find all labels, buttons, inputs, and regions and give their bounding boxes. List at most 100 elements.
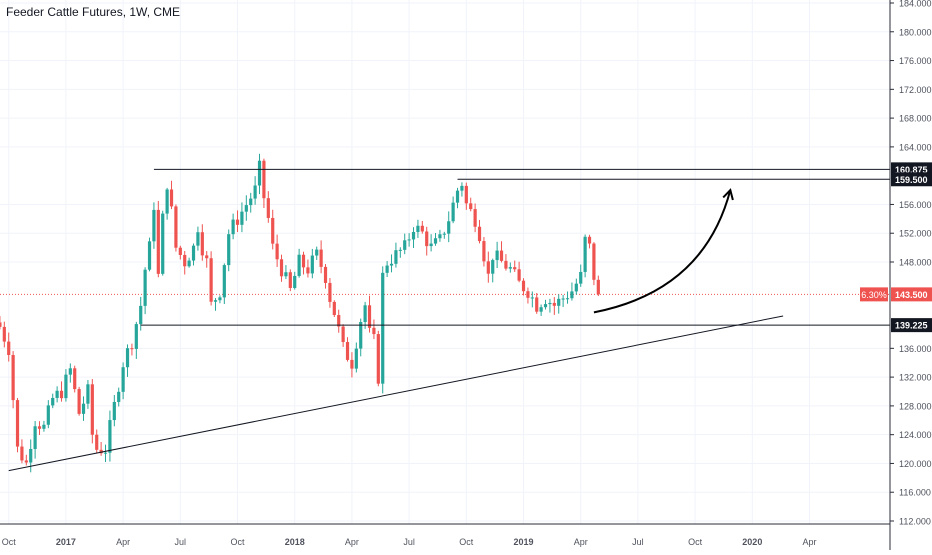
candle-body[interactable] xyxy=(482,241,486,262)
candle[interactable] xyxy=(262,158,266,209)
candle-body[interactable] xyxy=(51,397,55,406)
candle-body[interactable] xyxy=(288,272,292,288)
candle-body[interactable] xyxy=(73,368,77,390)
candle-body[interactable] xyxy=(218,297,222,301)
candle-body[interactable] xyxy=(328,282,332,302)
candle[interactable] xyxy=(169,180,174,210)
candle-body[interactable] xyxy=(394,250,398,264)
candle[interactable] xyxy=(469,197,473,212)
candle-body[interactable] xyxy=(451,202,455,222)
candle-body[interactable] xyxy=(222,265,226,298)
candle[interactable] xyxy=(156,200,160,278)
candle-body[interactable] xyxy=(438,234,442,239)
candle-body[interactable] xyxy=(81,403,86,414)
candle-body[interactable] xyxy=(535,297,539,312)
candle-body[interactable] xyxy=(262,160,266,199)
candle[interactable] xyxy=(11,351,15,409)
candle-body[interactable] xyxy=(209,258,213,302)
candle-body[interactable] xyxy=(579,271,583,284)
candle-body[interactable] xyxy=(68,368,72,375)
candle[interactable] xyxy=(235,210,240,232)
candle-body[interactable] xyxy=(367,305,372,328)
candle[interactable] xyxy=(477,219,482,244)
candle-body[interactable] xyxy=(130,348,134,350)
candle-body[interactable] xyxy=(213,300,218,302)
candle[interactable] xyxy=(508,262,512,273)
candle-body[interactable] xyxy=(46,405,50,425)
candle-body[interactable] xyxy=(90,384,94,435)
candle[interactable] xyxy=(253,176,257,205)
candle-body[interactable] xyxy=(332,301,336,316)
candle-body[interactable] xyxy=(15,400,20,447)
candle[interactable] xyxy=(367,295,372,333)
candle-body[interactable] xyxy=(319,249,323,267)
trendline[interactable] xyxy=(8,315,784,472)
candle[interactable] xyxy=(359,318,363,357)
candle[interactable] xyxy=(583,234,587,278)
candle-body[interactable] xyxy=(99,449,103,454)
candle-body[interactable] xyxy=(134,324,138,349)
candle-body[interactable] xyxy=(486,261,490,274)
candle[interactable] xyxy=(191,243,196,266)
candle[interactable] xyxy=(486,251,490,283)
candle[interactable] xyxy=(51,393,55,409)
candle[interactable] xyxy=(381,266,385,394)
candle-body[interactable] xyxy=(187,260,191,267)
candle-body[interactable] xyxy=(191,245,196,261)
candle-body[interactable] xyxy=(455,190,460,203)
candle-body[interactable] xyxy=(11,355,15,401)
candle-body[interactable] xyxy=(0,322,2,327)
candle[interactable] xyxy=(288,269,292,292)
candle[interactable] xyxy=(165,187,169,220)
candle[interactable] xyxy=(442,231,446,239)
candle-body[interactable] xyxy=(108,420,112,453)
candle-body[interactable] xyxy=(293,275,297,288)
candle-body[interactable] xyxy=(491,260,495,274)
candle-body[interactable] xyxy=(398,249,402,251)
candle-body[interactable] xyxy=(416,225,420,232)
candle[interactable] xyxy=(178,245,182,260)
candle[interactable] xyxy=(64,369,68,402)
candle-body[interactable] xyxy=(447,221,451,234)
candle[interactable] xyxy=(548,298,552,313)
candle-body[interactable] xyxy=(178,247,182,255)
candle-body[interactable] xyxy=(407,239,411,241)
candle[interactable] xyxy=(495,241,499,268)
candle-body[interactable] xyxy=(442,233,446,235)
candle[interactable] xyxy=(455,187,460,209)
candle-body[interactable] xyxy=(587,236,592,244)
candle[interactable] xyxy=(161,210,165,276)
candle[interactable] xyxy=(425,226,429,256)
candle[interactable] xyxy=(249,192,253,213)
candle-body[interactable] xyxy=(565,298,570,300)
candle-body[interactable] xyxy=(429,243,433,247)
candle[interactable] xyxy=(240,202,244,233)
candle-body[interactable] xyxy=(548,302,552,305)
candle-body[interactable] xyxy=(77,389,81,414)
candle[interactable] xyxy=(530,291,534,308)
candle[interactable] xyxy=(103,444,108,463)
candle-body[interactable] xyxy=(152,209,156,242)
candle[interactable] xyxy=(579,264,583,287)
candle-body[interactable] xyxy=(95,434,99,450)
candle-body[interactable] xyxy=(2,326,6,342)
candle[interactable] xyxy=(134,321,138,359)
candle[interactable] xyxy=(332,300,336,318)
candle[interactable] xyxy=(451,196,455,224)
candle[interactable] xyxy=(416,219,420,238)
candle-body[interactable] xyxy=(301,254,306,268)
forecast-arrow[interactable] xyxy=(593,189,732,314)
candle-body[interactable] xyxy=(315,249,319,256)
candle[interactable] xyxy=(7,332,11,362)
candle[interactable] xyxy=(473,203,477,233)
candle[interactable] xyxy=(68,363,72,383)
candle-body[interactable] xyxy=(174,206,178,248)
candle[interactable] xyxy=(403,233,407,255)
candle-body[interactable] xyxy=(389,263,394,266)
candle[interactable] xyxy=(284,265,288,280)
candle[interactable] xyxy=(130,343,134,356)
candle[interactable] xyxy=(592,242,596,286)
candle[interactable] xyxy=(196,226,200,251)
candle[interactable] xyxy=(37,421,42,435)
candle-body[interactable] xyxy=(20,446,24,461)
